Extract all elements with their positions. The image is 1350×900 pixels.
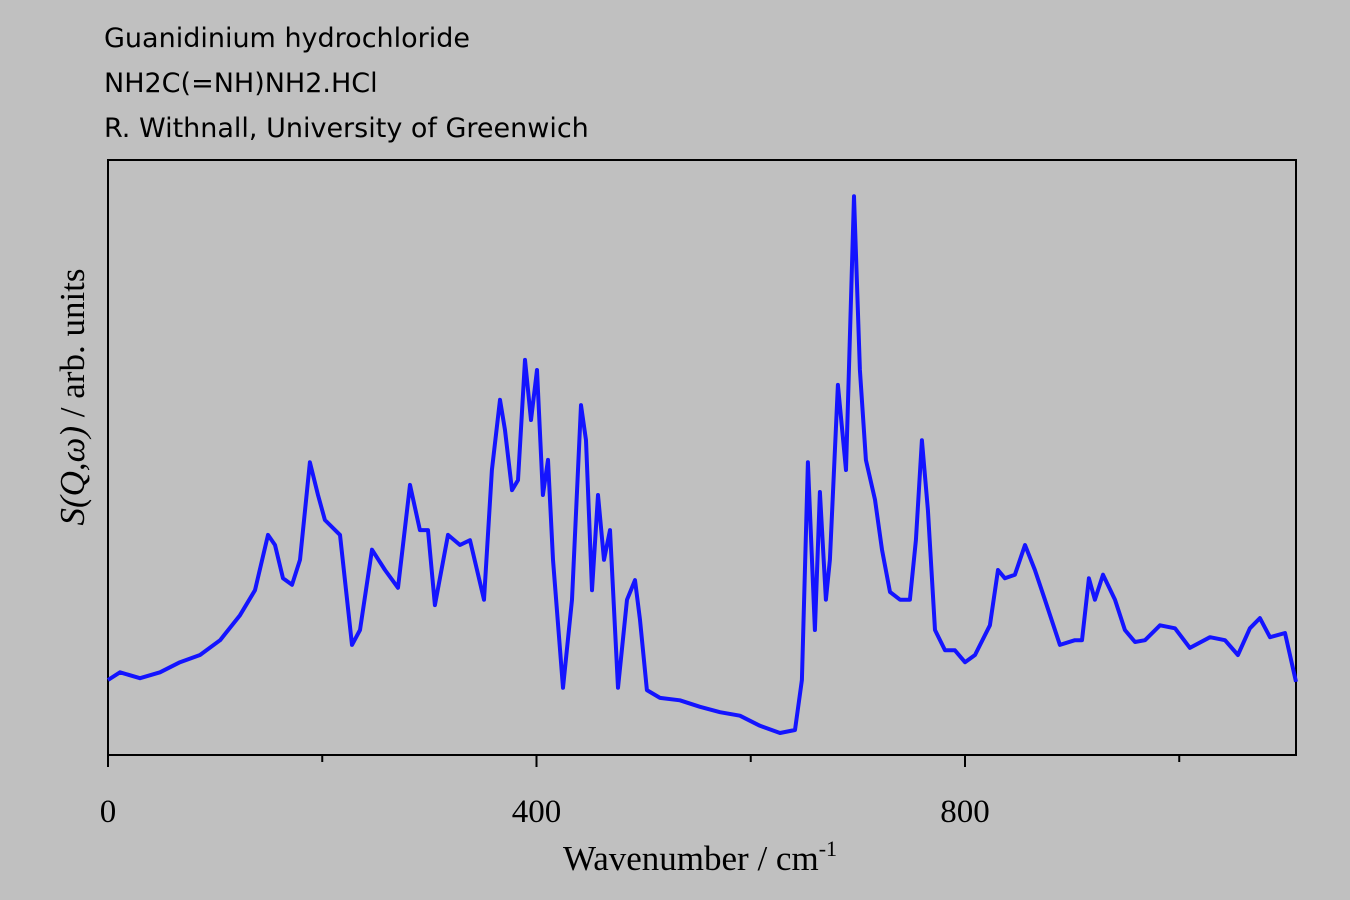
x-tick-label: 0 [100, 794, 117, 830]
x-label-text: Wavenumber / cm [563, 839, 819, 878]
title-line: NH2C(=NH)NH2.HCl [104, 68, 378, 99]
y-axis-label: S(Q,ω) / arb. units [53, 268, 92, 525]
title-line: Guanidinium hydrochloride [104, 23, 470, 54]
y-label-rest: / arb. units [53, 268, 92, 425]
x-axis-label: Wavenumber / cm-1 [563, 836, 837, 878]
title-line: R. Withnall, University of Greenwich [104, 113, 589, 144]
y-label-italic: S(Q,ω) [53, 426, 92, 526]
x-tick-label: 800 [940, 794, 990, 830]
plot-frame [107, 159, 1297, 756]
x-label-sup: -1 [819, 836, 837, 861]
spectrum-line [106, 194, 1298, 735]
x-tick-label: 400 [512, 794, 562, 830]
